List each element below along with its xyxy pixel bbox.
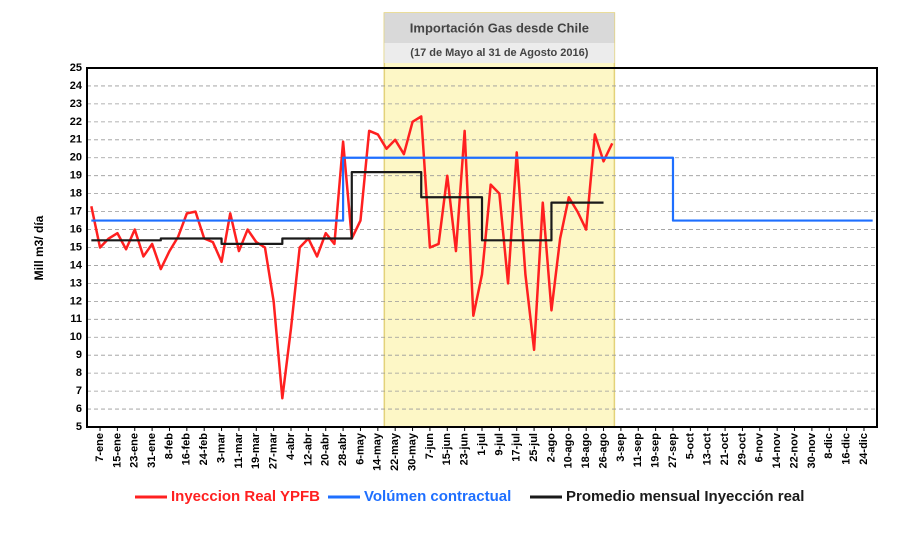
series-line xyxy=(91,171,604,246)
series-line xyxy=(91,156,873,222)
x-tick-label: 10-ago xyxy=(563,433,575,469)
x-tick-label: 18-ago xyxy=(580,433,592,469)
y-tick-label: 14 xyxy=(70,259,83,271)
x-tick-label: 25-jul xyxy=(528,433,540,462)
y-tick-label: 19 xyxy=(70,170,82,182)
x-tick-label: 12-abr xyxy=(302,432,314,466)
y-tick-label: 20 xyxy=(70,152,82,164)
y-tick-label: 12 xyxy=(70,295,82,307)
y-tick-label: 11 xyxy=(70,313,82,325)
x-tick-label: 30-nov xyxy=(806,432,818,468)
y-tick-label: 8 xyxy=(76,367,82,379)
x-tick-label: 21-oct xyxy=(719,433,731,466)
x-tick-label: 3-sep xyxy=(615,433,627,462)
highlight-subtitle: (17 de Mayo al 31 de Agosto 2016) xyxy=(410,47,588,59)
y-tick-label: 5 xyxy=(76,421,82,433)
x-tick-label: 23-ene xyxy=(129,433,141,468)
x-tick-label: 15-ene xyxy=(111,433,123,468)
highlight-band: Importación Gas desde Chile (17 de Mayo a… xyxy=(383,12,616,428)
x-tick-label: 17-jul xyxy=(511,433,523,462)
y-tick-label: 15 xyxy=(70,241,82,253)
x-tick-label: 20-abr xyxy=(320,432,332,466)
y-tick-label: 25 xyxy=(70,62,82,74)
y-tick-label: 17 xyxy=(70,206,82,218)
y-tick-label: 9 xyxy=(76,349,82,361)
y-tick-label: 6 xyxy=(76,403,82,415)
highlight-title-box xyxy=(384,13,615,43)
x-tick-label: 30-may xyxy=(406,432,418,471)
x-tick-label: 8-feb xyxy=(163,433,175,460)
x-tick-label: 15-jun xyxy=(441,433,453,466)
legend-label: Promedio mensual Inyección real xyxy=(566,488,804,505)
x-tick-label: 6-may xyxy=(354,432,366,465)
x-tick-label: 14-may xyxy=(372,432,384,471)
highlight-subtitle-box xyxy=(384,43,615,63)
x-tick-label: 9-jul xyxy=(493,433,505,456)
x-tick-label: 31-ene xyxy=(146,433,158,468)
x-tick-label: 14-nov xyxy=(771,432,783,468)
x-tick-label: 29-oct xyxy=(736,433,748,466)
x-tick-label: 19-sep xyxy=(650,433,662,468)
y-tick-label: 21 xyxy=(70,134,82,146)
x-tick-label: 24-dic xyxy=(858,433,870,465)
x-tick-label: 5-oct xyxy=(684,433,696,460)
x-tick-label: 22-nov xyxy=(788,432,800,468)
x-tick-label: 16-feb xyxy=(181,433,193,466)
x-tick-label: 8-dic xyxy=(823,433,835,459)
x-tick-label: 13-oct xyxy=(702,433,714,466)
x-tick-label: 27-mar xyxy=(268,432,280,469)
y-tick-label: 7 xyxy=(76,385,82,397)
x-tick-label: 23-jun xyxy=(459,433,471,466)
x-tick-label: 11-mar xyxy=(233,432,245,468)
legend-label: Volúmen contractual xyxy=(364,488,511,505)
x-tick-label: 16-dic xyxy=(841,433,853,465)
legend-label: Inyeccion Real YPFB xyxy=(171,488,320,505)
x-tick-label: 24-feb xyxy=(198,433,210,466)
y-axis-label: Mill m3/ día xyxy=(32,215,46,280)
x-tick-label: 7-ene xyxy=(94,433,106,462)
x-tick-label: 26-ago xyxy=(597,433,609,469)
x-tick-label: 3-mar xyxy=(215,432,227,463)
y-tick-label: 13 xyxy=(70,277,82,289)
x-tick-label: 28-abr xyxy=(337,432,349,466)
x-tick-label: 27-sep xyxy=(667,433,679,468)
x-tick-label: 19-mar xyxy=(250,432,262,469)
x-tick-label: 1-jul xyxy=(476,433,488,456)
y-tick-label: 22 xyxy=(70,116,82,128)
x-tick-label: 22-may xyxy=(389,432,401,471)
x-tick-label: 7-jun xyxy=(424,433,436,460)
y-tick-label: 24 xyxy=(70,80,83,92)
y-tick-label: 23 xyxy=(70,98,82,110)
x-tick-label: 4-abr xyxy=(285,432,297,460)
highlight-area xyxy=(383,12,616,428)
highlight-title: Importación Gas desde Chile xyxy=(410,20,589,35)
y-tick-label: 16 xyxy=(70,223,82,235)
y-tick-label: 10 xyxy=(70,331,82,343)
x-tick-label: 11-sep xyxy=(632,433,644,468)
x-tick-label: 2-ago xyxy=(545,433,557,463)
x-tick-label: 6-nov xyxy=(754,432,766,462)
y-tick-label: 18 xyxy=(70,188,82,200)
